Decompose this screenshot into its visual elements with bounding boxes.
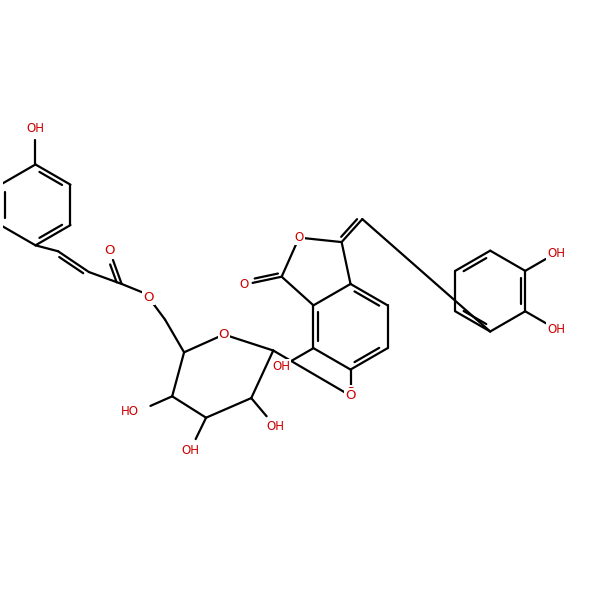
Text: OH: OH [272, 360, 290, 373]
Text: O: O [345, 386, 356, 398]
Text: O: O [345, 389, 356, 402]
Text: O: O [295, 231, 304, 244]
Text: OH: OH [266, 420, 284, 433]
Text: OH: OH [547, 247, 565, 260]
Text: OH: OH [26, 122, 44, 136]
Text: O: O [104, 244, 115, 257]
Text: HO: HO [121, 405, 139, 418]
Text: OH: OH [181, 445, 199, 457]
Text: OH: OH [547, 323, 565, 335]
Text: O: O [143, 290, 154, 304]
Text: O: O [240, 278, 249, 291]
Text: O: O [218, 328, 229, 341]
